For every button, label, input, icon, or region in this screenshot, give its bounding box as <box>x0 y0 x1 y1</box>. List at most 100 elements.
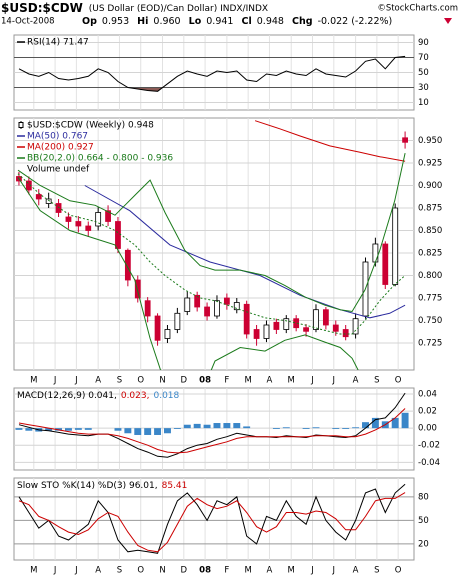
x-tick-label: S <box>374 376 379 386</box>
candle-body <box>223 297 230 305</box>
x-tick-label: M <box>288 376 295 386</box>
header-title: $USD:$CDW (US Dollar (EOD)/Can Dollar) I… <box>1 1 268 15</box>
x-tick-label: M <box>30 566 37 576</box>
candle-body <box>233 302 240 311</box>
plot-area <box>14 118 414 370</box>
x-tick-label: O <box>137 376 144 386</box>
histogram-bar <box>193 423 201 429</box>
candle-body <box>75 221 82 227</box>
legend-label: BB(20,2.0) 0.664 - 0.800 - 0.936 <box>27 154 173 164</box>
candle-body <box>214 300 220 317</box>
legend-label: 0.018 <box>153 391 179 401</box>
quote: Op 0.953 Hi 0.960 Lo 0.941 Cl 0.948 Chg … <box>82 16 392 27</box>
candle-body <box>402 137 408 143</box>
histogram-bar <box>243 426 251 429</box>
histogram-bar <box>164 428 171 434</box>
histogram-bar <box>362 422 369 429</box>
legend-label: Slow STO %K(14) %D(3) 96.01, <box>17 481 158 491</box>
candle-body <box>144 300 151 317</box>
x-tick-label: J <box>74 376 78 386</box>
x-tick-label: O <box>137 566 144 576</box>
bollinger-middle <box>17 173 406 335</box>
series-line <box>18 492 406 553</box>
x-tick-label: N <box>159 376 165 386</box>
legend-label: 85.41 <box>162 481 188 491</box>
x-tick-label: F <box>224 376 229 386</box>
y-tick-label: 70 <box>418 53 429 63</box>
y-tick-label: 0.725 <box>418 339 442 349</box>
x-tick-label: M <box>244 376 251 386</box>
y-tick-label: 50 <box>418 68 429 78</box>
series-line <box>18 392 406 458</box>
quote-label: Chg <box>292 16 313 27</box>
quote-value: 0.960 <box>153 16 180 27</box>
candle-body <box>164 329 171 339</box>
candle-body <box>95 212 102 227</box>
candle-body <box>332 324 339 332</box>
candle-body <box>134 279 141 299</box>
x-tick-label: N <box>159 566 165 576</box>
panel-frame <box>13 477 415 561</box>
x-tick-label: A <box>353 376 359 386</box>
y-tick-label: 0.825 <box>418 249 442 259</box>
x-tick-label: A <box>267 566 273 576</box>
panel-frame <box>13 117 415 371</box>
x-tick-label: A <box>95 376 101 386</box>
x-tick-label: J <box>310 376 314 386</box>
x-tick-label: J <box>53 376 57 386</box>
histogram-bar <box>272 428 280 429</box>
series-line <box>18 55 406 92</box>
histogram-bar <box>74 428 82 430</box>
legend-label: 0.023, <box>121 391 150 401</box>
y-tick-label: 30 <box>418 83 429 93</box>
candle-body <box>372 243 379 263</box>
x-tick-label: A <box>95 566 101 576</box>
histogram-bar <box>154 428 162 435</box>
histogram-bar <box>302 428 310 429</box>
candle-body <box>342 329 349 338</box>
histogram-bar <box>114 428 122 431</box>
x-tick-label: J <box>332 566 336 576</box>
histogram-bar <box>84 428 92 430</box>
candle-body <box>273 321 280 330</box>
quote-label: Cl <box>242 16 252 27</box>
y-tick-label: 0.875 <box>418 204 442 214</box>
candle-body <box>35 194 42 200</box>
legend-label: RSI(14) 71.47 <box>27 38 89 48</box>
y-tick-label: 0.750 <box>418 316 442 326</box>
histogram-bar <box>144 428 152 435</box>
y-tick-label: 0.800 <box>418 271 442 281</box>
x-tick-label: 08 <box>199 376 211 386</box>
legend-label: MA(200) 0.927 <box>27 143 94 153</box>
y-tick-label: -0.02 <box>418 441 440 451</box>
legend: Slow STO %K(14) %D(3) 96.01, 85.41 <box>17 481 187 491</box>
quote-value: 0.948 <box>257 16 284 27</box>
histogram-bar <box>371 417 379 429</box>
candle-body <box>263 324 270 339</box>
y-tick-label: 80 <box>418 492 429 502</box>
x-tick-label: J <box>310 566 314 576</box>
legend-label: MACD(12,26,9) 0.041, <box>17 391 117 401</box>
candle-body <box>154 315 161 341</box>
histogram-bar <box>342 428 350 429</box>
x-tick-label: A <box>353 566 359 576</box>
histogram-bar <box>25 428 33 431</box>
histogram-bar <box>134 428 142 435</box>
bollinger-lower <box>17 177 359 370</box>
histogram-bar <box>15 428 23 430</box>
y-tick-label: 0.775 <box>418 294 442 304</box>
x-tick-label: O <box>395 376 402 386</box>
bollinger-upper <box>17 152 406 313</box>
histogram-bar <box>282 427 290 429</box>
candle-body <box>303 327 309 332</box>
candle-body <box>194 294 201 308</box>
series-line <box>254 120 406 162</box>
quote-label: Op <box>82 16 97 27</box>
y-tick-label: 0.900 <box>418 181 442 191</box>
candle-body <box>115 221 121 249</box>
quote-label: Hi <box>137 16 148 27</box>
histogram-bar <box>45 428 53 431</box>
histogram-bar <box>173 428 181 429</box>
legend-label: $USD:$CDW (Weekly) 0.948 <box>27 121 154 131</box>
y-tick-label: -0.04 <box>418 458 440 468</box>
